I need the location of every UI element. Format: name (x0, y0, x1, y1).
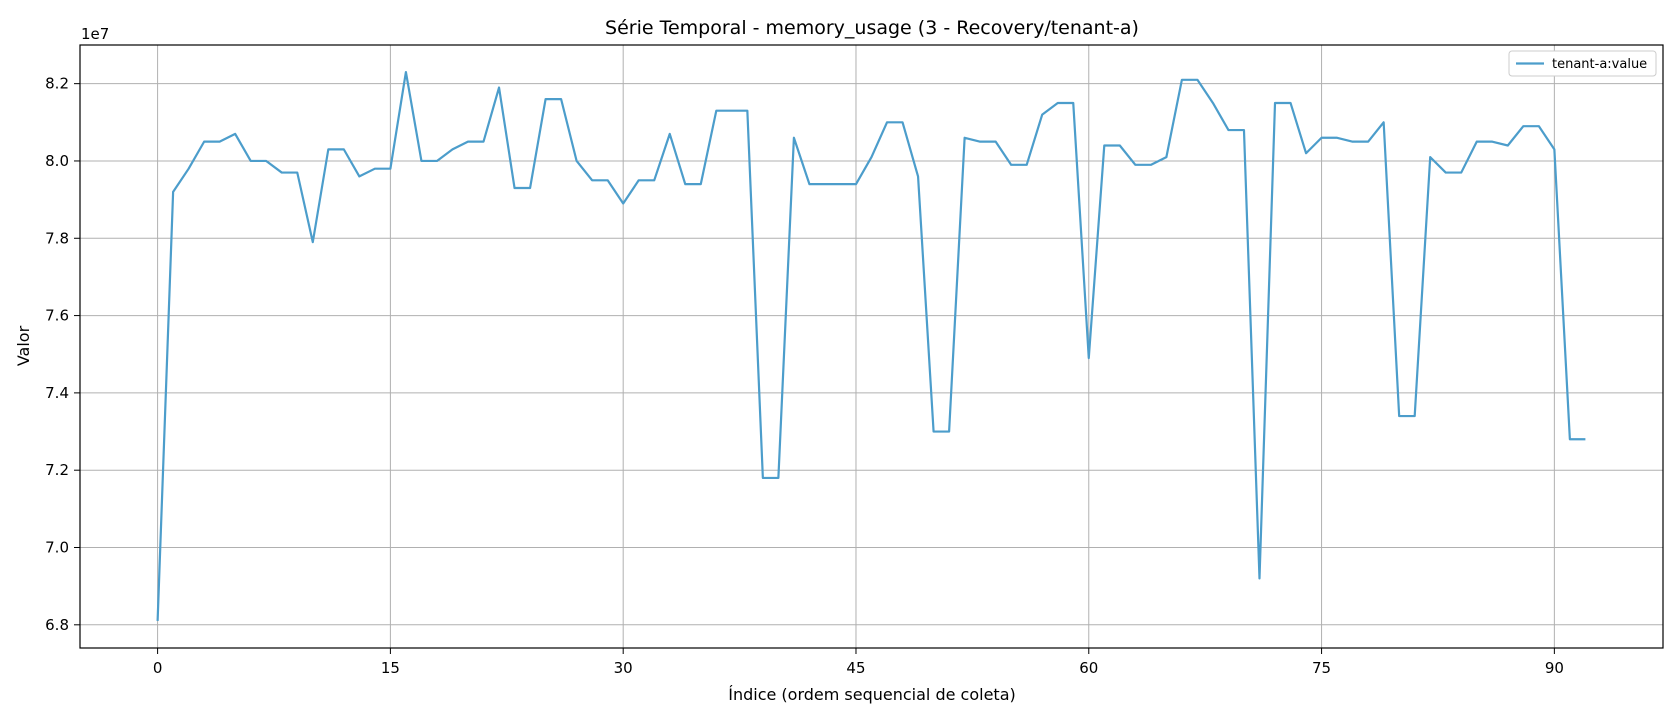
legend: tenant-a:value (1508, 50, 1657, 77)
x-tick-label: 60 (1079, 659, 1098, 677)
grid-lines (80, 45, 1663, 648)
legend-label: tenant-a:value (1552, 57, 1647, 72)
chart-title: Série Temporal - memory_usage (3 - Recov… (605, 17, 1139, 39)
y-tick-label: 7.6 (45, 307, 69, 325)
y-axis: 6.8 7.0 7.2 7.4 7.6 7.8 8.0 8.2 (45, 75, 80, 634)
y-tick-label: 6.8 (45, 616, 69, 634)
y-tick-label: 7.4 (45, 384, 69, 402)
y-tick-label: 7.2 (45, 461, 69, 479)
x-tick-label: 75 (1312, 659, 1331, 677)
x-tick-label: 90 (1545, 659, 1564, 677)
series-layer (156, 70, 1586, 621)
y-offset-label: 1e7 (81, 25, 109, 43)
x-axis: 0 15 30 45 60 75 90 (153, 648, 1564, 677)
x-tick-label: 15 (381, 659, 400, 677)
y-tick-label: 8.2 (45, 75, 69, 93)
y-axis-label: Valor (14, 325, 33, 366)
y-tick-label: 7.8 (45, 229, 69, 247)
plot-frame (79, 44, 1664, 649)
legend-box (1508, 50, 1657, 77)
x-tick-label: 0 (153, 659, 163, 677)
y-tick-label: 7.0 (45, 539, 69, 557)
x-axis-label: Índice (ordem sequencial de coleta) (728, 685, 1016, 704)
series-line (156, 70, 1586, 621)
y-tick-label: 8.0 (45, 152, 69, 170)
x-tick-label: 30 (614, 659, 633, 677)
x-tick-label: 45 (846, 659, 865, 677)
